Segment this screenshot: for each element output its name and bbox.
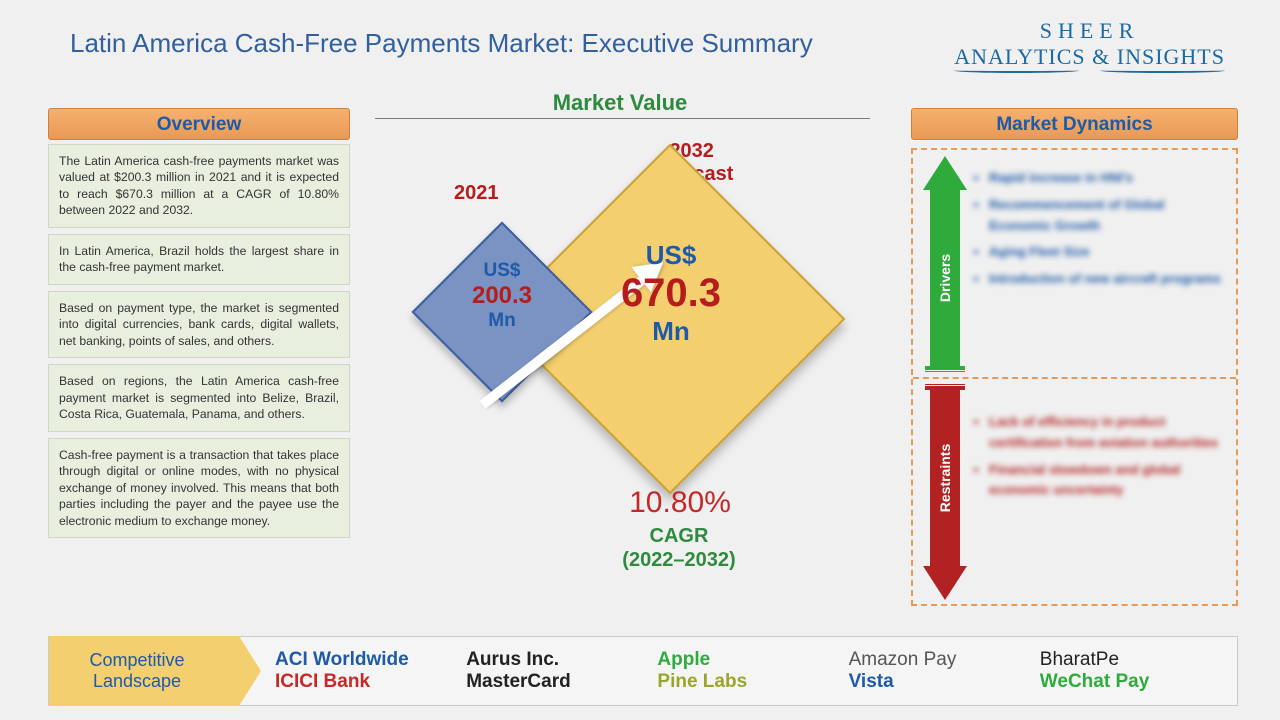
currency-label: US$ <box>447 260 557 282</box>
company: Vista <box>849 671 1036 693</box>
market-value-diagram: 2021 2032Forecast US$ 200.3 Mn US$ 670.3… <box>370 130 900 560</box>
value-number: 200.3 <box>447 282 557 310</box>
cagr-label: CAGR(2022–2032) <box>584 524 774 572</box>
logo-line2: ANALYTICS & INSIGHTS <box>954 44 1225 70</box>
page-title: Latin America Cash-Free Payments Market:… <box>70 28 813 59</box>
list-item: Recommencement of Global Economic Growth <box>989 195 1228 237</box>
restraints-arrow-icon: Restraints <box>923 384 967 598</box>
divider <box>375 118 870 119</box>
overview-block: Based on regions, the Latin America cash… <box>48 364 350 431</box>
divider <box>913 377 1236 379</box>
arrow-head <box>923 566 967 600</box>
arrow-shaft: Restraints <box>930 390 960 566</box>
drivers-list: Rapid increase in HNI's Recommencement o… <box>975 168 1228 296</box>
dynamics-heading: Market Dynamics <box>911 108 1238 140</box>
company: WeChat Pay <box>1040 671 1227 693</box>
competitive-landscape: CompetitiveLandscape ACI Worldwide Aurus… <box>48 636 1238 706</box>
list-item: Lack of efficiency in product certificat… <box>989 412 1228 454</box>
company: ACI Worldwide <box>275 649 462 671</box>
restraints-label: Restraints <box>937 444 953 512</box>
company: BharatPe <box>1040 649 1227 671</box>
brand-logo: SHEER ANALYTICS & INSIGHTS <box>954 18 1225 74</box>
base-year-label: 2021 <box>454 182 499 205</box>
competitive-heading: CompetitiveLandscape <box>49 636 239 706</box>
market-value-heading: Market Value <box>390 90 850 116</box>
company: Amazon Pay <box>849 649 1036 671</box>
list-item: Introduction of new aircraft programs <box>989 269 1228 290</box>
drivers-label: Drivers <box>937 254 953 302</box>
company: Apple <box>657 649 844 671</box>
unit-label: Mn <box>598 316 744 347</box>
logo-line1: SHEER <box>954 18 1225 44</box>
cagr-percent: 10.80% <box>600 486 760 520</box>
overview-block: Cash-free payment is a transaction that … <box>48 438 350 538</box>
company-grid: ACI Worldwide Aurus Inc. Apple Amazon Pa… <box>239 645 1237 697</box>
company: Pine Labs <box>657 671 844 693</box>
company: MasterCard <box>466 671 653 693</box>
list-item: Aging Fleet Size <box>989 242 1228 263</box>
unit-label: Mn <box>447 310 557 332</box>
currency-label: US$ <box>598 240 744 271</box>
overview-block: Based on payment type, the market is seg… <box>48 291 350 358</box>
company: ICICI Bank <box>275 671 462 693</box>
overview-block: In Latin America, Brazil holds the large… <box>48 234 350 285</box>
list-item: Rapid increase in HNI's <box>989 168 1228 189</box>
forecast-value: US$ 670.3 Mn <box>598 240 744 347</box>
value-number: 670.3 <box>598 271 744 316</box>
overview-block: The Latin America cash-free payments mar… <box>48 144 350 228</box>
arrow-shaft: Drivers <box>930 190 960 366</box>
dynamics-panel: Drivers Restraints Rapid increase in HNI… <box>911 148 1238 606</box>
overview-heading: Overview <box>48 108 350 140</box>
arrow-base <box>925 366 965 372</box>
restraints-list: Lack of efficiency in product certificat… <box>975 412 1228 507</box>
arrow-head <box>923 156 967 190</box>
base-value: US$ 200.3 Mn <box>447 260 557 332</box>
drivers-arrow-icon: Drivers <box>923 156 967 370</box>
overview-section: The Latin America cash-free payments mar… <box>48 144 350 538</box>
list-item: Financial slowdown and global economic u… <box>989 460 1228 502</box>
company: Aurus Inc. <box>466 649 653 671</box>
